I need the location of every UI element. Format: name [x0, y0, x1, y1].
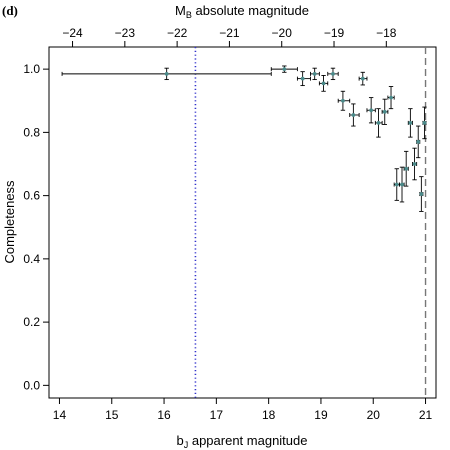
data-point: [358, 71, 368, 86]
top-tick-label: −18: [376, 26, 397, 40]
top-axis-title-main: M: [175, 3, 186, 18]
point-marker: [376, 120, 381, 125]
point-marker: [389, 95, 393, 100]
plot-frame: [48, 46, 437, 399]
data-point: [327, 67, 339, 81]
data-point: [393, 168, 400, 201]
top-axis-title-sub: B: [186, 10, 192, 20]
data-point: [337, 90, 351, 111]
data-point: [61, 67, 272, 81]
point-marker: [312, 71, 317, 76]
point-marker: [164, 71, 169, 76]
y-tick-label: 0.2: [23, 315, 40, 329]
point-marker: [382, 109, 387, 114]
x-tick-label: 19: [314, 408, 328, 422]
point-marker: [416, 139, 421, 144]
top-tick-label: −21: [219, 26, 240, 40]
x-tick-label: 15: [105, 408, 119, 422]
point-marker: [419, 192, 424, 196]
y-tick-label: 1.0: [23, 62, 40, 76]
y-tick-label: 0.0: [23, 378, 40, 392]
x-tick-label: 18: [262, 408, 276, 422]
top-tick-label: −22: [167, 26, 188, 40]
point-marker: [404, 166, 409, 171]
top-tick-label: −19: [324, 26, 345, 40]
data-point: [422, 106, 427, 140]
top-axis-title-rest: absolute magnitude: [192, 3, 309, 18]
x-tick-label: 17: [210, 408, 224, 422]
data-point: [419, 176, 424, 212]
data-point: [403, 150, 409, 187]
data-point: [398, 166, 405, 203]
top-axis-title: MB absolute magnitude: [175, 3, 309, 20]
point-marker: [331, 71, 335, 76]
x-tick-label: 20: [367, 408, 381, 422]
y-axis: 0.0 0.2 0.4 0.6 0.8 1.0: [23, 62, 49, 392]
point-marker: [394, 182, 399, 187]
data-point: [374, 108, 383, 138]
x-axis-title-sub: J: [184, 440, 189, 450]
x-tick-label: 16: [157, 408, 171, 422]
y-axis-title: Completeness: [2, 180, 17, 264]
data-point: [387, 86, 395, 110]
point-marker: [321, 81, 326, 86]
reference-lines: [194, 47, 427, 398]
x-tick-label: 21: [419, 408, 433, 422]
point-marker: [422, 120, 427, 125]
y-tick-label: 0.6: [23, 189, 40, 203]
point-marker: [408, 120, 413, 125]
x-axis: 14 15 16 17 18 19 20 21: [53, 398, 433, 422]
panel-label: (d): [2, 3, 18, 18]
top-tick-label: −23: [115, 26, 136, 40]
data-point: [318, 75, 329, 92]
top-tick-label: −24: [62, 26, 83, 40]
data-point: [366, 97, 376, 124]
data-point: [270, 65, 298, 73]
point-marker: [400, 182, 404, 187]
top-axis: −24 −23 −22 −21 −20 −19 −18: [62, 26, 397, 47]
data-point: [407, 108, 413, 138]
x-tick-label: 14: [53, 408, 67, 422]
y-tick-label: 0.4: [23, 252, 40, 266]
data-point: [412, 147, 418, 181]
data-point: [349, 103, 360, 127]
data-point: [381, 98, 389, 125]
data-point: [296, 71, 311, 87]
point-marker: [351, 113, 356, 117]
data-point: [310, 67, 320, 81]
x-axis-title-rest: apparent magnitude: [188, 433, 307, 448]
x-axis-title-main: b: [177, 433, 184, 448]
y-tick-label: 0.8: [23, 125, 40, 139]
point-marker: [341, 98, 345, 103]
point-marker: [282, 67, 287, 72]
point-marker: [369, 108, 374, 113]
data-point: [416, 125, 421, 159]
data-points: [61, 65, 427, 212]
point-marker: [412, 162, 417, 166]
x-axis-title: bJ apparent magnitude: [177, 433, 308, 450]
point-marker: [300, 76, 305, 81]
point-marker: [360, 76, 365, 81]
top-tick-label: −20: [272, 26, 293, 40]
